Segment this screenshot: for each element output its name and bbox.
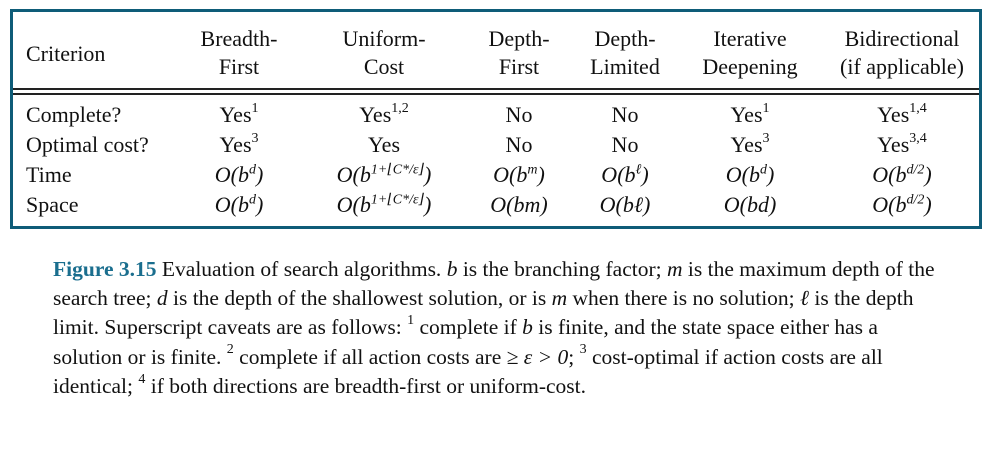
row-label-optimal-cost: Optimal cost? (26, 132, 149, 157)
figure-label: Figure 3.15 (53, 257, 157, 281)
cell-space-bidir: O(bd/2) (872, 192, 932, 217)
cell-space-bfs: O(bd) (214, 192, 264, 217)
cell-optimal-bidir: Yes3,4 (877, 130, 927, 157)
col-header-depth-first: Depth- First (488, 26, 550, 79)
cell-optimal-dfs: No (505, 132, 533, 157)
cell-time-ids: O(bd) (725, 162, 775, 187)
cell-complete-ids: Yes1 (730, 100, 770, 127)
header-rule-top (13, 88, 979, 90)
cell-complete-dls: No (611, 102, 639, 127)
col-header-bidirectional: Bidirectional (if applicable) (840, 26, 964, 79)
corner-header: Criterion (26, 41, 106, 66)
cell-optimal-dls: No (611, 132, 639, 157)
evaluation-table: Criterion Breadth- First Uniform- Cost Dep… (10, 9, 982, 229)
col-header-depth-limited: Depth- Limited (590, 26, 660, 79)
row-label-space: Space (26, 192, 79, 217)
col-header-iterative-deepening: Iterative Deepening (702, 26, 798, 79)
cell-space-dfs: O(bm) (490, 192, 548, 217)
col-header-breadth-first: Breadth- First (200, 26, 278, 79)
cell-time-dls: O(bℓ) (601, 162, 649, 187)
header-rule-bottom (13, 93, 979, 95)
cell-complete-bfs: Yes1 (219, 100, 259, 127)
cell-time-ucs: O(b1+⌊C*/ε⌋) (336, 162, 432, 187)
cell-space-ucs: O(b1+⌊C*/ε⌋) (336, 192, 432, 217)
cell-time-bidir: O(bd/2) (872, 162, 932, 187)
figure-caption: Figure 3.15 Evaluation of search algorit… (53, 257, 935, 398)
cell-optimal-ucs: Yes (367, 132, 401, 157)
cell-space-dls: O(bℓ) (599, 192, 651, 217)
cell-time-dfs: O(bm) (493, 162, 545, 187)
row-label-complete: Complete? (26, 102, 122, 127)
cell-complete-bidir: Yes1,4 (877, 100, 927, 127)
col-header-uniform-cost: Uniform- Cost (342, 26, 426, 79)
cell-optimal-ids: Yes3 (730, 130, 770, 157)
cell-complete-ucs: Yes1,2 (359, 100, 409, 127)
cell-optimal-bfs: Yes3 (219, 130, 259, 157)
row-label-time: Time (26, 162, 72, 187)
cell-space-ids: O(bd) (723, 192, 777, 217)
cell-complete-dfs: No (505, 102, 533, 127)
cell-time-bfs: O(bd) (214, 162, 264, 187)
